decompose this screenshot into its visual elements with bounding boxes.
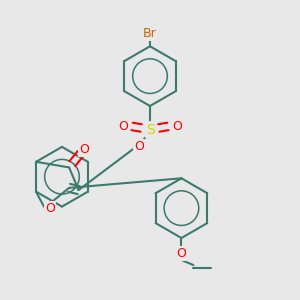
Text: O: O	[134, 140, 144, 153]
Text: Br: Br	[143, 27, 157, 40]
Text: O: O	[45, 202, 55, 215]
Text: O: O	[118, 120, 128, 133]
Text: S: S	[146, 123, 154, 136]
Text: O: O	[176, 247, 186, 260]
Text: O: O	[79, 143, 89, 156]
Text: O: O	[172, 120, 182, 133]
